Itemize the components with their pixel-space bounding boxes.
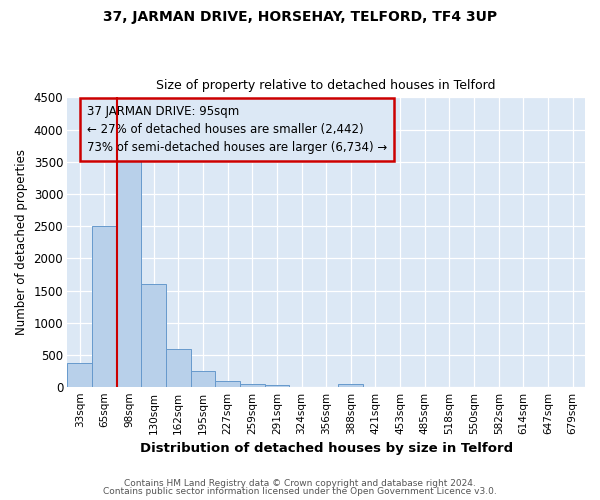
Text: Contains public sector information licensed under the Open Government Licence v3: Contains public sector information licen…	[103, 487, 497, 496]
Bar	[92, 226, 116, 388]
Bar	[67, 363, 92, 388]
Text: Contains HM Land Registry data © Crown copyright and database right 2024.: Contains HM Land Registry data © Crown c…	[124, 478, 476, 488]
Bar	[215, 381, 240, 388]
Bar	[338, 384, 363, 388]
Bar	[166, 348, 191, 388]
Y-axis label: Number of detached properties: Number of detached properties	[15, 150, 28, 336]
Text: 37, JARMAN DRIVE, HORSEHAY, TELFORD, TF4 3UP: 37, JARMAN DRIVE, HORSEHAY, TELFORD, TF4…	[103, 10, 497, 24]
Bar	[116, 149, 141, 388]
Bar	[141, 284, 166, 388]
Text: 37 JARMAN DRIVE: 95sqm
← 27% of detached houses are smaller (2,442)
73% of semi-: 37 JARMAN DRIVE: 95sqm ← 27% of detached…	[87, 105, 388, 154]
Bar	[191, 372, 215, 388]
Bar	[240, 384, 265, 388]
X-axis label: Distribution of detached houses by size in Telford: Distribution of detached houses by size …	[140, 442, 513, 455]
Bar	[265, 386, 289, 388]
Title: Size of property relative to detached houses in Telford: Size of property relative to detached ho…	[157, 79, 496, 92]
